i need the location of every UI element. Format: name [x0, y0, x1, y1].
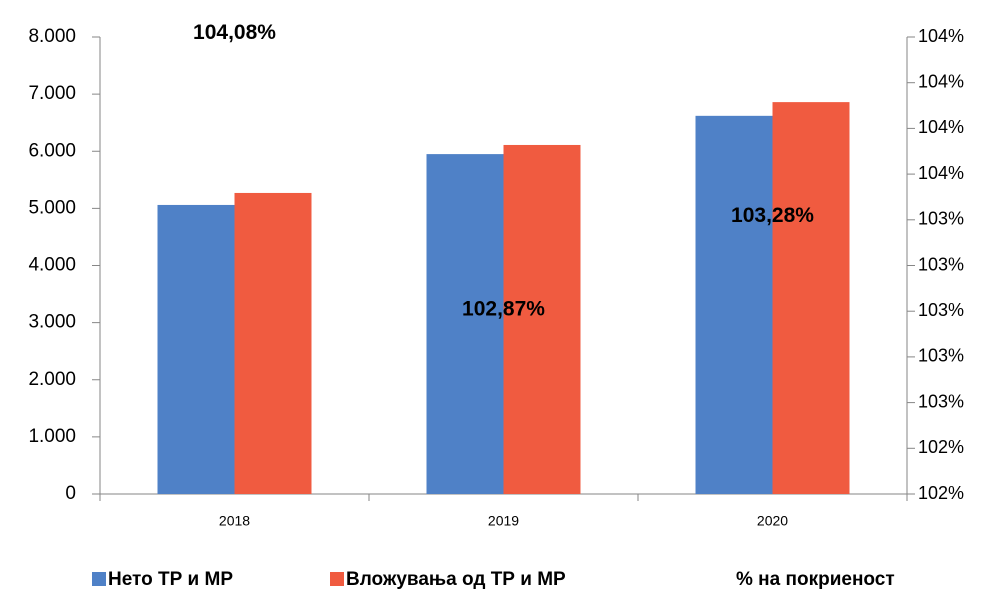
- y2-tick-label: 103%: [918, 209, 964, 229]
- y2-tick-label: 103%: [918, 300, 964, 320]
- bar: [157, 204, 235, 494]
- data-label: 102,87%: [462, 298, 545, 321]
- bar: [772, 102, 850, 494]
- y2-tick-label: 104%: [918, 71, 964, 91]
- y-tick-label: 0: [65, 483, 76, 504]
- bar: [234, 192, 312, 495]
- y2-tick-label: 104%: [918, 163, 964, 183]
- y2-tick-label: 103%: [918, 254, 964, 274]
- legend-swatch: [92, 572, 106, 586]
- x-tick-label: 2019: [488, 513, 519, 529]
- legend-label: Вложувања од ТР и МР: [346, 569, 566, 590]
- bar: [695, 115, 773, 495]
- y2-tick-label: 104%: [918, 117, 964, 137]
- data-label: 104,08%: [193, 21, 276, 44]
- y2-tick-label: 103%: [918, 391, 964, 411]
- y-tick-label: 1.000: [28, 426, 76, 447]
- y2-tick-label: 102%: [918, 483, 964, 503]
- bar: [426, 154, 504, 494]
- x-tick-label: 2018: [219, 513, 250, 529]
- legend-swatch: [330, 572, 344, 586]
- y-tick-label: 8.000: [28, 26, 76, 47]
- y-tick-label: 5.000: [28, 197, 76, 218]
- y-tick-label: 6.000: [28, 140, 76, 161]
- y2-tick-label: 102%: [918, 437, 964, 457]
- y-tick-label: 7.000: [28, 83, 76, 104]
- y2-tick-label: 104%: [918, 26, 964, 46]
- legend-label: Нето ТР и МР: [108, 569, 233, 590]
- y2-tick-label: 103%: [918, 346, 964, 366]
- y-tick-label: 3.000: [28, 312, 76, 333]
- data-label: 103,28%: [731, 204, 814, 227]
- y-tick-label: 2.000: [28, 369, 76, 390]
- y-tick-label: 4.000: [28, 255, 76, 276]
- x-tick-label: 2020: [757, 513, 788, 529]
- bar: [503, 144, 581, 494]
- legend-label: % на покриеност: [736, 569, 895, 590]
